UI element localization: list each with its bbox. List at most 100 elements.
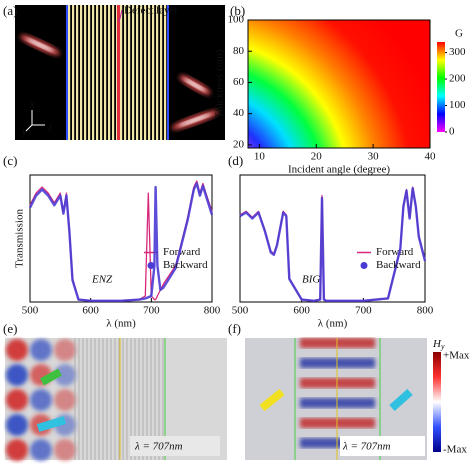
field-lobe	[30, 339, 52, 361]
x-tick-label: 10	[254, 151, 266, 163]
layer-stripe	[144, 5, 147, 140]
heatmap	[248, 20, 430, 148]
y-axis-label: Transmission	[14, 209, 26, 268]
annotation: λ = 707nm	[342, 441, 391, 453]
panel-label: (f)	[228, 321, 241, 336]
arrow	[36, 416, 67, 432]
layer-stripe	[108, 5, 111, 140]
axis-label: x	[29, 99, 35, 111]
field-lobe	[30, 389, 52, 411]
x-tick-label: 40	[425, 151, 437, 163]
layer-stripe	[72, 5, 75, 140]
layer-stripe	[152, 5, 155, 140]
panel-label: (a)	[3, 3, 17, 18]
layer-stripe	[124, 5, 127, 140]
field-lobe	[54, 364, 76, 386]
layer-stripe	[100, 5, 103, 140]
field-lobe	[54, 389, 76, 411]
colorbar-tick-label: 100	[449, 99, 466, 111]
legend-label: Backward	[376, 259, 421, 271]
field-lobe	[54, 439, 76, 461]
x-tick-label: 500	[232, 305, 249, 317]
beam	[184, 78, 206, 92]
plot-frame	[247, 19, 431, 149]
layer-stripe	[80, 5, 83, 140]
field-lobe	[54, 339, 76, 361]
x-axis-label: Incident angle (degree)	[288, 164, 390, 176]
x-tick-label: 800	[204, 305, 221, 317]
layer-stripe	[120, 5, 123, 140]
x-axis-label: λ (nm)	[318, 318, 348, 330]
beam	[26, 38, 54, 52]
field-lobe	[6, 339, 28, 361]
axis-label: z	[47, 122, 53, 134]
colorbar-tick-label: 300	[449, 46, 466, 58]
colorbar	[433, 352, 441, 452]
legend-label: Forward	[163, 246, 201, 258]
annotation: λ = 707nm	[134, 441, 183, 453]
annotation: Defect layer	[124, 5, 178, 17]
axis-arrows	[25, 110, 45, 132]
layer-stripe	[156, 5, 159, 140]
annotation-box	[130, 436, 220, 456]
colorbar-title-sub: y	[440, 342, 445, 351]
panel-label: (b)	[230, 3, 245, 18]
layer-stripe	[104, 5, 107, 140]
y-axis-label: Thickness (nm)	[214, 49, 226, 118]
panel-label: (c)	[3, 153, 17, 168]
field-lobe	[6, 414, 28, 436]
y-tick-label: 60	[233, 76, 245, 88]
layer-stripe	[128, 5, 131, 140]
layer-stripe	[84, 5, 87, 140]
y-tick-label: 80	[233, 45, 245, 57]
x-tick-label: 600	[293, 305, 310, 317]
panel-label: (d)	[228, 153, 243, 168]
x-tick-label: 500	[22, 305, 39, 317]
colorbar	[437, 42, 445, 132]
beam	[178, 113, 212, 127]
x-axis-label: λ (nm)	[106, 318, 136, 330]
layer-stripe	[160, 5, 163, 140]
legend-label: Forward	[376, 246, 414, 258]
layer-stripe	[132, 5, 135, 140]
colorbar-title: Hy	[432, 338, 445, 351]
colorbar-tick-label: 200	[449, 73, 466, 85]
series-line	[239, 187, 427, 302]
plot-frame	[29, 174, 213, 303]
layer-stripe	[96, 5, 99, 140]
defect-layer	[117, 5, 120, 140]
annotation: ENZ	[91, 274, 113, 286]
colorbar-title-main: H	[432, 338, 442, 350]
x-tick-label: 20	[311, 151, 323, 163]
legend-label: Backward	[163, 259, 208, 271]
layer-stripe	[148, 5, 151, 140]
y-tick-label: 100	[228, 14, 245, 26]
x-tick-label: 700	[143, 305, 160, 317]
series-line	[28, 182, 214, 302]
layer-stripe	[68, 5, 71, 140]
colorbar-tick-label: 0	[449, 126, 455, 138]
panel-label: (e)	[3, 321, 17, 336]
axis-label: y	[21, 126, 27, 138]
layer-stripe	[164, 5, 167, 140]
annotation: BIG	[302, 274, 320, 286]
layer-stripe	[76, 5, 79, 140]
arrow	[259, 388, 285, 412]
arrow	[40, 368, 62, 386]
x-tick-label: 700	[355, 305, 372, 317]
y-tick-label: 20	[233, 138, 245, 150]
y-tick-label: 40	[233, 107, 245, 119]
x-tick-label: 30	[368, 151, 380, 163]
colorbar-title: G	[455, 28, 463, 40]
colorbar-label: -Max	[443, 444, 467, 456]
field-lobe	[6, 389, 28, 411]
layer-stripe	[136, 5, 139, 140]
layer-stripe	[88, 5, 91, 140]
legend-swatch	[147, 262, 155, 269]
layer-stripe	[112, 5, 115, 140]
layer-stripe	[92, 5, 95, 140]
layer-stripe	[140, 5, 143, 140]
legend-swatch	[360, 262, 368, 269]
pointer	[118, 9, 123, 23]
